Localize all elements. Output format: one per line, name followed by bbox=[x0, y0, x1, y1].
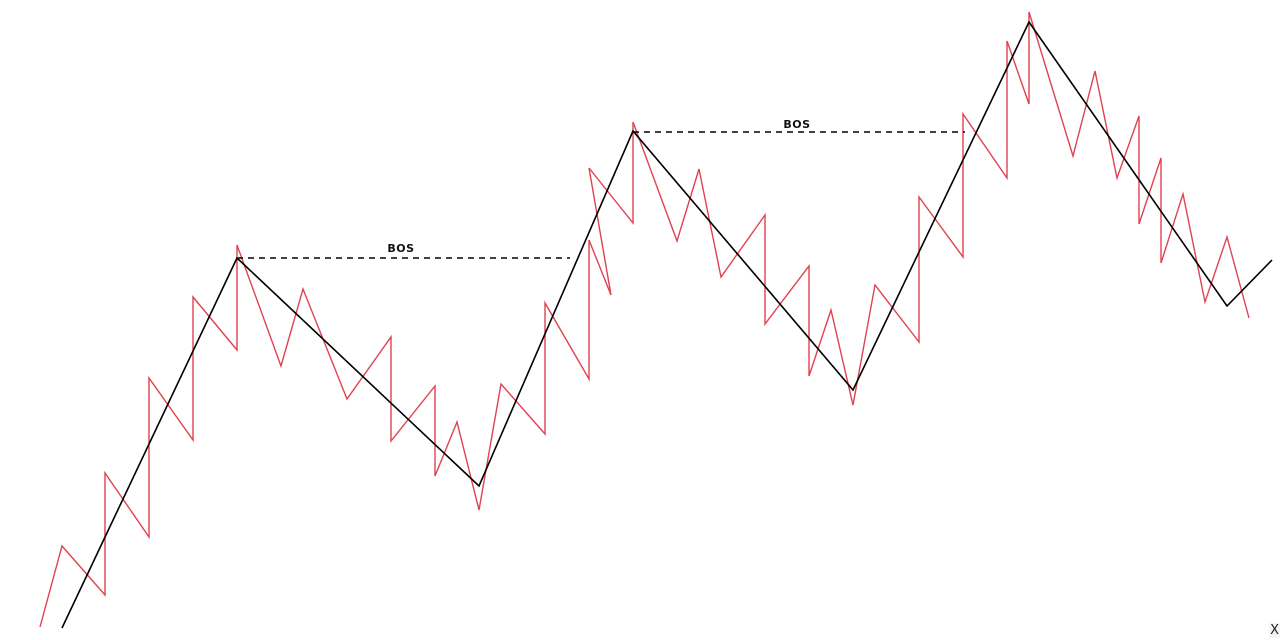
corner-close-glyph[interactable]: X bbox=[1269, 623, 1280, 638]
price-zigzag-line bbox=[39, 11, 1250, 628]
bos-label-2: BOS bbox=[783, 118, 810, 131]
market-structure-line bbox=[61, 20, 1273, 629]
bos-label-1: BOS bbox=[387, 242, 414, 255]
